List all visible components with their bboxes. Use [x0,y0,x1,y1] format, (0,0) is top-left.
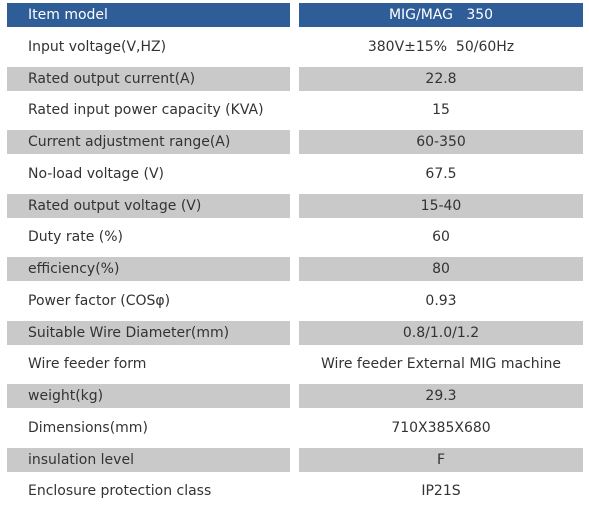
row-label: Dimensions(mm) [28,420,148,436]
row-value: Wire feeder External MIG machine [320,356,561,372]
row-label: Input voltage(V,HZ) [28,39,167,55]
row-value: 0.8/1.0/1.2 [299,321,583,345]
row-label: Wire feeder form [28,356,147,372]
row-value: 380V±15% 50/60Hz [367,39,515,55]
row-value: IP21S [421,483,461,499]
row-value: 15 [432,102,450,118]
row-label: insulation level [7,448,290,472]
row-value: 60 [432,229,450,245]
row-label: Duty rate (%) [28,229,123,245]
row-label: weight(kg) [7,384,290,408]
row-label: Power factor (COSφ) [28,293,171,309]
row-label: Rated input power capacity (KVA) [28,102,264,118]
row-label: Rated output voltage (V) [7,194,290,218]
row-label: No-load voltage (V) [28,166,164,182]
row-value: 710X385X680 [391,420,491,436]
row-label: efficiency(%) [7,257,290,281]
row-value: 67.5 [425,166,457,182]
row-label: Rated output current(A) [7,67,290,91]
row-value: F [299,448,583,472]
row-value: 15-40 [299,194,583,218]
row-value: 60-350 [299,130,583,154]
row-value: 29.3 [299,384,583,408]
row-value: 80 [299,257,583,281]
header-cell: Item model [7,3,290,27]
row-value: 22.8 [299,67,583,91]
row-label: Enclosure protection class [28,483,212,499]
row-label: Suitable Wire Diameter(mm) [7,321,290,345]
row-label: Current adjustment range(A) [7,130,290,154]
row-value: 0.93 [425,293,457,309]
header-cell: MIG/MAG 350 [299,3,583,27]
